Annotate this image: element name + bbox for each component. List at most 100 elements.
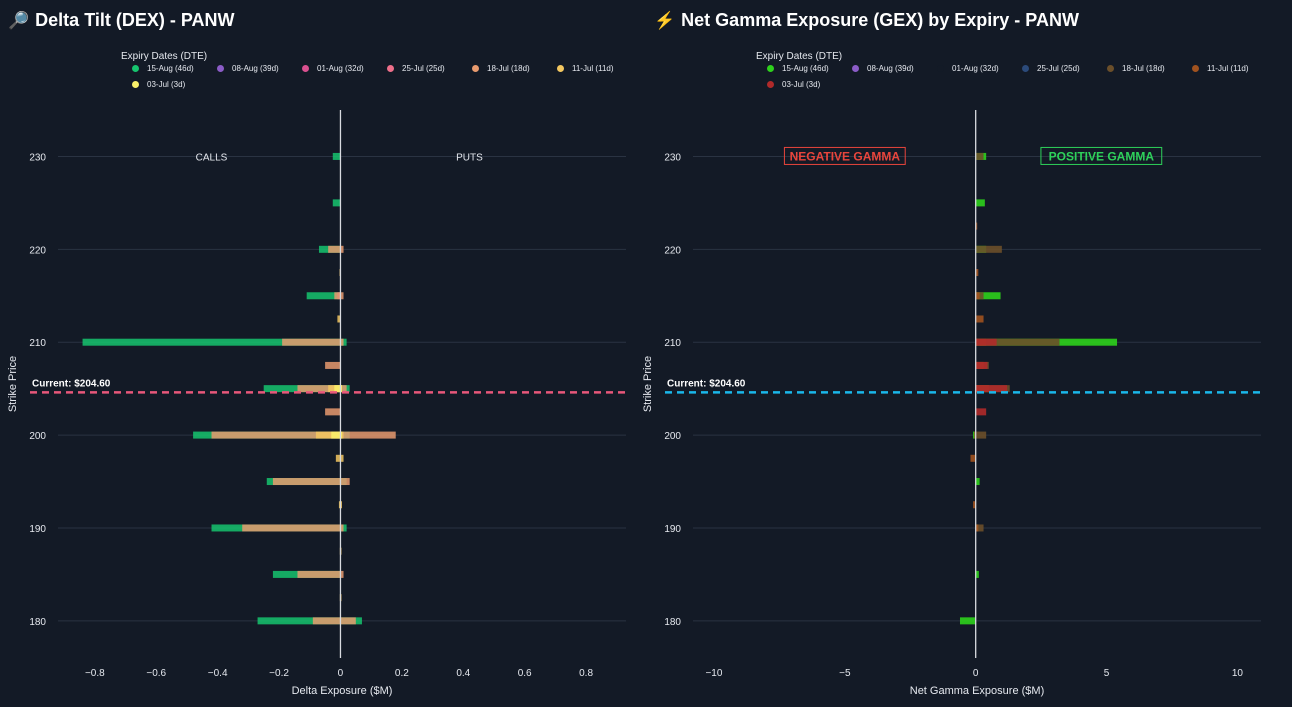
legend-swatch [852,65,859,72]
bar [332,199,341,207]
bar [312,617,341,625]
bar [975,222,978,230]
bar [975,292,980,300]
magnifier-icon: 🔎 [8,10,30,30]
y-tick-label: 190 [664,524,681,535]
bar [340,431,342,439]
legend-swatch [1192,65,1199,72]
bar [242,524,341,532]
legend-swatch [217,65,224,72]
bar [975,269,979,277]
x-tick-label: −5 [839,668,851,679]
x-axis-title: Net Gamma Exposure ($M) [910,685,1044,697]
x-tick-label: 0 [973,668,979,679]
legend-label: 25-Jul (25d) [1037,64,1080,73]
legend-swatch [302,65,309,72]
legend-label: 03-Jul (3d) [782,80,821,89]
bar [334,292,341,300]
x-tick-label: −0.8 [85,668,105,679]
bar [337,315,341,323]
x-tick-label: 0.4 [456,668,470,679]
bar [340,245,344,253]
legend-item[interactable]: 08-Aug (39d) [852,64,914,73]
bar [272,478,341,486]
gex-title-text: Net Gamma Exposure (GEX) by Expiry - PAN… [681,10,1079,30]
bar [315,431,341,439]
bar [975,152,984,160]
legend-label: 11-Jul (11d) [1207,64,1249,73]
x-tick-label: −0.4 [208,668,228,679]
bar [975,199,985,207]
x-tick-label: 10 [1232,668,1244,679]
dex-panel: 🔎 Delta Tilt (DEX) - PANW Expiry Dates (… [0,0,646,707]
bar [340,570,344,578]
x-tick-label: 0.2 [395,668,409,679]
bar [975,245,1002,253]
legend-swatch [472,65,479,72]
bar [340,478,350,486]
y-tick-label: 210 [29,338,46,349]
gamma-annotation: NEGATIVE GAMMA [783,146,906,165]
bar [282,338,341,346]
legend-label: 08-Aug (39d) [867,64,914,73]
legend-item[interactable]: 18-Jul (18d) [472,64,530,73]
bar [973,431,976,439]
x-tick-label: −0.2 [269,668,289,679]
y-tick-label: 230 [29,152,46,163]
bar [975,478,980,486]
legend-item[interactable]: 01-Aug (32d) [302,64,364,73]
bar [340,385,342,393]
x-tick-label: −0.6 [146,668,166,679]
bar [975,385,1008,393]
bar [975,524,979,532]
bar [257,617,341,625]
gex-panel: ⚡ Net Gamma Exposure (GEX) by Expiry - P… [642,0,1292,707]
y-tick-label: 220 [664,245,681,256]
legend-swatch [767,81,774,88]
legend-item[interactable]: 03-Jul (3d) [767,80,820,89]
y-axis-title: Strike Price [7,356,19,412]
x-tick-label: −10 [705,668,722,679]
legend-item[interactable]: 18-Jul (18d) [1107,64,1165,73]
gex-legend-title: Expiry Dates (DTE) [756,51,843,62]
legend-item[interactable]: 25-Jul (25d) [1022,64,1080,73]
bar [975,570,979,578]
legend-swatch [387,65,394,72]
y-tick-label: 200 [29,431,46,442]
annotation-label: PUTS [456,152,483,163]
bar [211,431,341,439]
current-price-label: Current: $204.60 [32,378,111,389]
legend-item[interactable]: 15-Aug (46d) [767,64,829,73]
legend-item[interactable]: 11-Jul (11d) [557,64,614,73]
dex-chart[interactable]: 180 190 200 210 220 230 −0.8 −0.6 −0.4 −0.2 0 0.2 0.… [0,0,646,707]
bar [340,501,342,509]
dex-title: 🔎 Delta Tilt (DEX) - PANW [8,10,235,31]
gamma-annotation: POSITIVE GAMMA [1040,146,1163,165]
bar [975,408,987,416]
legend-swatch [132,81,139,88]
x-tick-label: 0.8 [579,668,593,679]
legend-swatch [937,65,944,72]
legend-item[interactable]: 11-Jul (11d) [1192,64,1249,73]
bar [325,361,341,369]
bar [340,617,356,625]
annotation-label: POSITIVE GAMMA [1049,149,1155,163]
y-tick-label: 180 [29,617,46,628]
legend-label: 15-Aug (46d) [782,64,829,73]
bar [331,431,341,439]
current-price-label: Current: $204.60 [667,378,746,389]
annotation-label: CALLS [196,152,228,163]
y-axis-title: Strike Price [642,356,654,412]
bar [970,454,976,462]
legend-item[interactable]: 01-Aug (32d) [937,64,999,73]
gex-title: ⚡ Net Gamma Exposure (GEX) by Expiry - P… [654,10,1079,31]
legend-item[interactable]: 08-Aug (39d) [217,64,279,73]
y-tick-label: 230 [664,152,681,163]
legend-item[interactable]: 15-Aug (46d) [132,64,194,73]
bar [306,292,341,300]
bar [975,338,1060,346]
legend-item[interactable]: 03-Jul (3d) [132,80,185,89]
legend-item[interactable]: 25-Jul (25d) [387,64,445,73]
bar [297,570,341,578]
